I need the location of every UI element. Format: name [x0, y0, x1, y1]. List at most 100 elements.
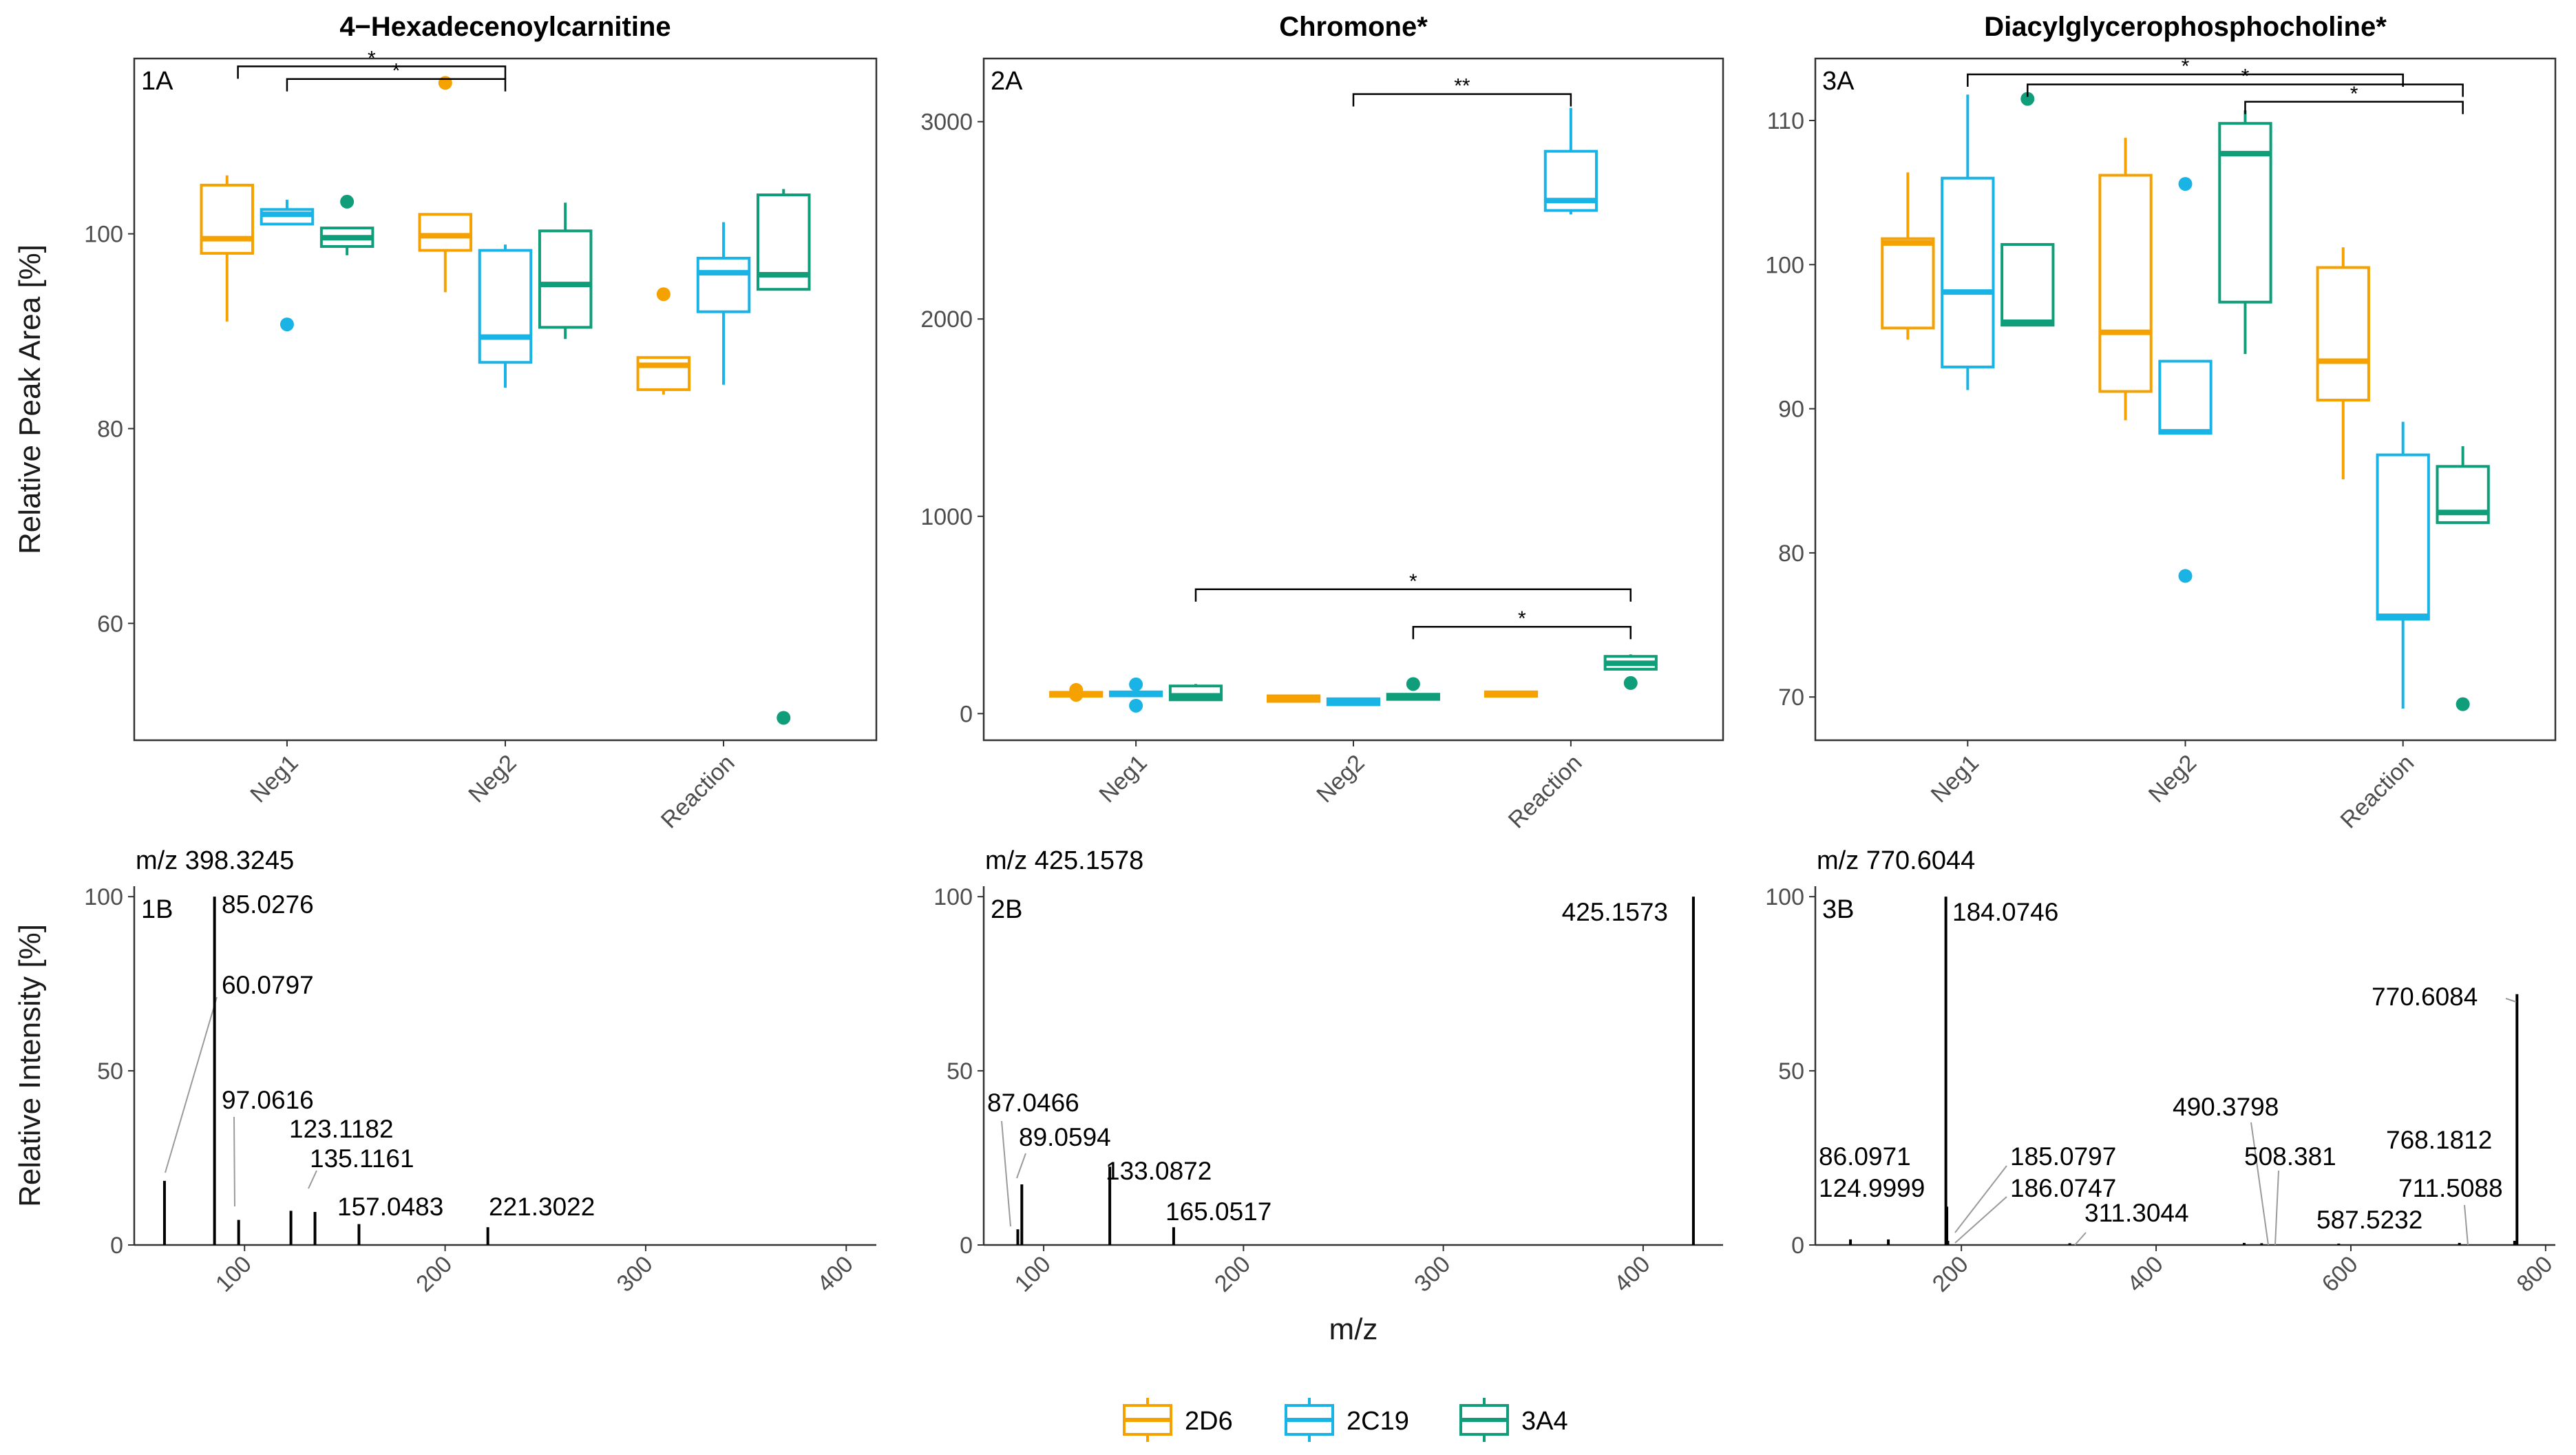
- bracket-line: [2027, 83, 2464, 97]
- x-tick-label: Neg1: [1926, 750, 1984, 808]
- significance-bracket: **: [1352, 75, 1572, 107]
- box-2D6-Reaction: [636, 287, 691, 395]
- panel-title-1A: 4−Hexadecenoylcarnitine: [339, 12, 671, 42]
- y-tick-label: 80: [1778, 541, 1804, 567]
- box-2C19-Reaction: [2376, 421, 2430, 709]
- x-tick-label: 400: [1609, 1251, 1656, 1297]
- peak-label: 186.0747: [2010, 1174, 2116, 1202]
- outlier-point: [2020, 92, 2035, 106]
- peak-leader-line: [165, 996, 218, 1173]
- box-body: [636, 356, 691, 391]
- peak-leader-line: [1016, 1153, 1026, 1179]
- significance-bracket: *: [1194, 570, 1632, 602]
- box-2D6-Neg1: [200, 175, 255, 322]
- spectrum-panel-3B: m/z 770.6044 3B 0 50 100 200 400 600 800 86.0971 1…: [1765, 846, 2557, 1297]
- x-tick-label: Reaction: [1503, 750, 1587, 834]
- peak-label: 133.0872: [1106, 1157, 1212, 1185]
- panel-title-2A: Chromone*: [1279, 12, 1428, 42]
- peak-label: 124.9999: [1819, 1174, 1925, 1202]
- outlier-point: [2178, 177, 2193, 191]
- significance-bracket: *: [1967, 55, 2404, 87]
- y-tick-label: 0: [110, 1233, 123, 1259]
- peak-label: 221.3022: [489, 1193, 595, 1221]
- spectrum-title-2B: m/z 425.1578: [985, 846, 1143, 875]
- x-tick-label: 100: [211, 1251, 257, 1297]
- box-2D6-Reaction: [2316, 247, 2370, 480]
- panel-label-2B: 2B: [991, 895, 1022, 924]
- peak-label: 157.0483: [337, 1193, 443, 1221]
- y-axis-title: Relative Intensity [%]: [13, 924, 47, 1207]
- outlier-point: [1406, 677, 1420, 691]
- peak-label: 89.0594: [1019, 1123, 1111, 1151]
- box-body: [2376, 453, 2430, 621]
- y-tick-label: 100: [84, 884, 123, 910]
- bracket-line: [237, 65, 507, 79]
- peak-label: 87.0466: [987, 1089, 1079, 1117]
- peak-label: 711.5088: [2398, 1174, 2503, 1202]
- panel-label-1B: 1B: [141, 895, 173, 924]
- y-axis-title: Relative Peak Area [%]: [13, 244, 47, 554]
- box-body: [418, 213, 473, 252]
- x-tick-label: 300: [612, 1251, 658, 1297]
- box-3A4-Neg1: [1168, 684, 1223, 702]
- peak-label: 135.1161: [310, 1144, 414, 1173]
- x-tick-label: 400: [2122, 1251, 2168, 1297]
- box-3A4-Neg2: [2218, 110, 2272, 355]
- peak-leader-line: [1954, 1165, 2007, 1233]
- x-tick-label: Neg1: [1094, 750, 1152, 808]
- significance-label: *: [1409, 570, 1417, 593]
- box-body: [1941, 176, 1995, 368]
- y-tick-label: 100: [84, 222, 123, 248]
- x-tick-label: 400: [812, 1251, 858, 1297]
- bracket-line: [1967, 73, 2404, 87]
- box-2D6-Reaction: [1484, 690, 1539, 698]
- significance-label: **: [1454, 75, 1470, 98]
- outlier-point: [1129, 677, 1143, 691]
- box-body: [2316, 266, 2370, 402]
- box-2D6-Neg2: [1267, 694, 1321, 703]
- bracket-line: [1412, 625, 1632, 640]
- peak-label: 490.3798: [2173, 1093, 2279, 1121]
- box-body: [538, 229, 593, 329]
- box-body: [2098, 174, 2153, 393]
- box-2D6-Neg2: [418, 76, 473, 293]
- significance-label: *: [2350, 83, 2358, 105]
- significance-label: *: [2182, 55, 2190, 78]
- outlier-point: [777, 711, 791, 725]
- peak-leader-line: [2250, 1122, 2269, 1246]
- x-tick-label: Neg2: [463, 750, 521, 808]
- x-tick-label: 800: [2512, 1251, 2558, 1297]
- peak-leader-line: [1954, 1196, 2007, 1244]
- peak-label: 770.6084: [2372, 983, 2478, 1011]
- x-tick-label: Neg2: [1311, 750, 1369, 808]
- bracket-line: [286, 78, 507, 92]
- box-3A4-Neg2: [1386, 677, 1440, 701]
- peak-leader-line: [308, 1170, 317, 1189]
- y-tick-label: 3000: [920, 109, 973, 136]
- y-tick-label: 50: [1778, 1058, 1804, 1085]
- box-3A4-Neg2: [538, 202, 593, 339]
- box-2D6-Neg1: [1881, 172, 1935, 340]
- panel-title-3A: Diacylglycerophosphocholine*: [1984, 12, 2387, 42]
- y-tick-label: 90: [1778, 397, 1804, 423]
- y-tick-label: 60: [97, 611, 123, 637]
- peak-leader-line: [2505, 998, 2517, 1003]
- box-3A4-Reaction: [1603, 654, 1658, 690]
- significance-label: *: [1518, 607, 1526, 630]
- legend-label: 2D6: [1185, 1407, 1233, 1436]
- boxplot-panel-2A: Chromone* 2A 0 1000 2000 3000 Neg1 Neg2 Reaction…: [920, 12, 1724, 834]
- outlier-point: [656, 287, 671, 302]
- box-2C19-Reaction: [1543, 107, 1598, 215]
- legend-label: 2C19: [1347, 1407, 1409, 1436]
- peak-label: 311.3044: [2084, 1199, 2189, 1227]
- outlier-point: [2456, 697, 2470, 711]
- significance-label: *: [2241, 65, 2250, 88]
- box-2C19-Neg1: [260, 200, 315, 332]
- box-2C19-Neg2: [1326, 697, 1381, 706]
- spectrum-title-1B: m/z 398.3245: [136, 846, 294, 875]
- peak-label: 85.0276: [222, 890, 314, 919]
- y-tick-label: 80: [97, 416, 123, 442]
- boxplot-panel-3A: Diacylglycerophosphocholine* 3A 70 80 90 100 1…: [1765, 12, 2557, 834]
- y-tick-label: 0: [960, 1233, 973, 1259]
